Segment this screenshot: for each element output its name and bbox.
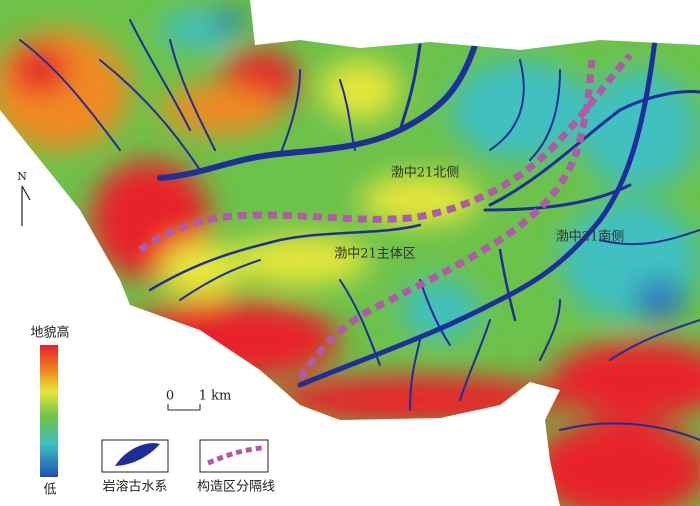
boundary-lines <box>138 52 633 381</box>
legend-boundary <box>207 445 263 466</box>
scale-start: 0 <box>166 389 174 404</box>
legend-box <box>199 439 269 473</box>
region-label: 渤中21主体区 <box>334 246 416 262</box>
north-label: N <box>17 170 27 183</box>
scale-bar: 0 1 km <box>166 389 231 411</box>
legend-river <box>115 443 160 466</box>
region-label: 渤中21南侧 <box>556 229 625 245</box>
scale-end: 1 km <box>199 389 232 404</box>
river-system <box>19 19 700 441</box>
region-label: 渤中21北侧 <box>391 165 460 181</box>
colorbar <box>40 345 58 477</box>
legend-label: 岩溶古水系 <box>102 480 167 495</box>
legend-label: 构造区分隔线 <box>197 480 275 495</box>
north-arrow: N <box>17 170 31 226</box>
colorbar-high: 地貌高 <box>30 325 69 341</box>
colorbar-low: 低 <box>43 483 56 498</box>
